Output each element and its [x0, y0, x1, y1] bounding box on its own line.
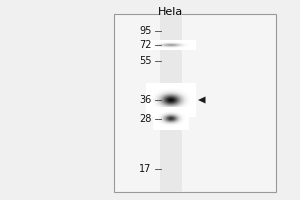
Text: 72: 72 [139, 40, 152, 50]
Bar [160, 14, 182, 192]
Polygon shape [198, 97, 206, 104]
Text: 17: 17 [139, 164, 152, 174]
Text: Hela: Hela [158, 7, 184, 17]
Bar [114, 14, 276, 192]
Text: 36: 36 [139, 95, 152, 105]
Text: 55: 55 [139, 56, 152, 66]
Text: 95: 95 [139, 26, 152, 36]
Text: 28: 28 [139, 114, 152, 124]
